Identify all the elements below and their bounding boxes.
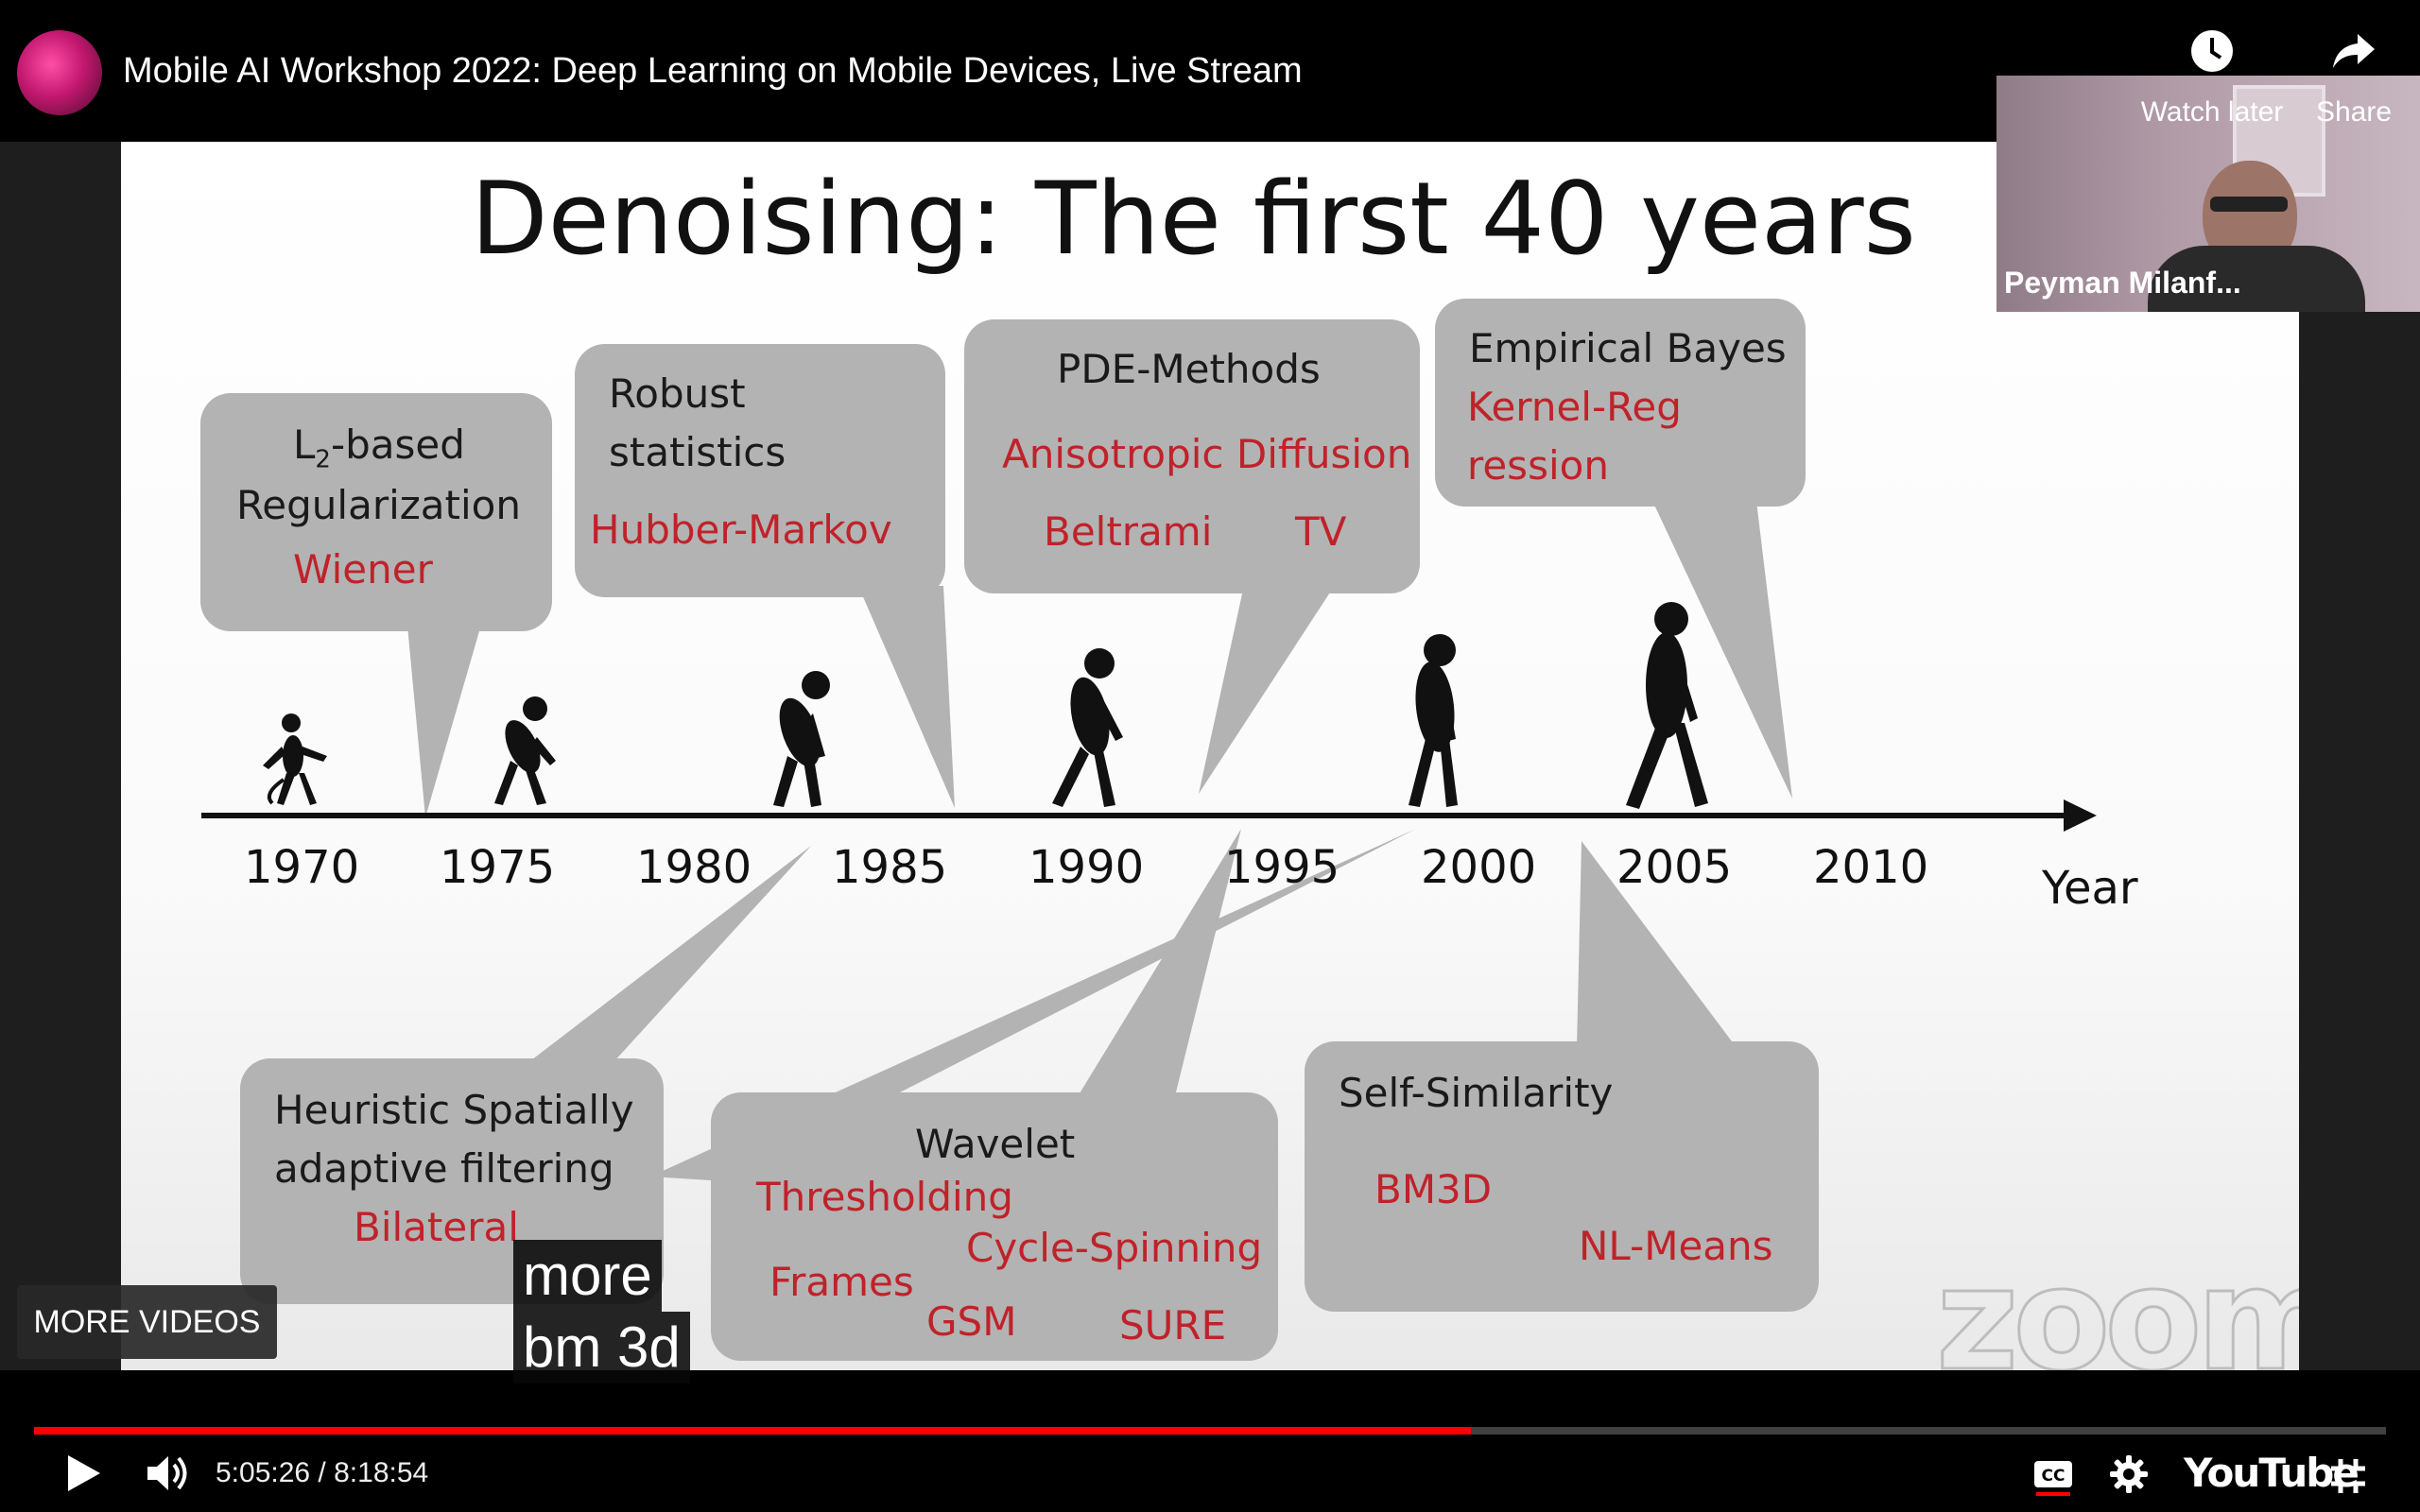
play-icon <box>68 1455 100 1491</box>
ape-silhouette-icon <box>494 696 556 805</box>
method-label: Wiener <box>293 546 433 593</box>
self-similarity-bubble: Self-Similarity BM3D NL-Means <box>1305 1041 1819 1312</box>
bubble-heading: Empirical Bayes <box>1469 325 1787 371</box>
bubble-heading: Regularization <box>236 482 521 528</box>
bubble-heading: Heuristic Spatially <box>274 1087 634 1133</box>
wavelet-bubble-tail <box>1066 829 1241 1115</box>
early-hominid-silhouette-icon <box>773 671 830 807</box>
hominid-silhouette-icon <box>1052 648 1123 807</box>
empirical-bayes-bubble: Empirical Bayes Kernel-Reg ression <box>1435 299 1806 507</box>
watch-later-label: Watch later <box>2140 96 2284 128</box>
human-silhouette-icon <box>1626 602 1708 809</box>
bubble-heading: adaptive filtering <box>274 1145 614 1192</box>
method-label: TV <box>1295 508 1347 555</box>
method-label: Thresholding <box>756 1174 1013 1220</box>
method-label: Anisotropic Diffusion <box>1002 431 1412 477</box>
settings-button[interactable] <box>2108 1453 2150 1500</box>
year-label: 1995 <box>1224 841 1340 894</box>
bubble-heading: Wavelet <box>915 1121 1076 1167</box>
bubble-heading: PDE-Methods <box>1057 346 1321 392</box>
caption-line: bm 3d <box>513 1312 690 1383</box>
robust-statistics-bubble: Robust statistics Hubber-Markov <box>575 344 945 597</box>
time-separator: / <box>310 1457 335 1488</box>
homo-erectus-silhouette-icon <box>1409 634 1458 807</box>
progress-fill <box>34 1427 1472 1435</box>
slide-title: Denoising: The first 40 years <box>471 161 1916 277</box>
speaker-name: Peyman Milanf... <box>2004 266 2241 300</box>
robust-bubble-tail <box>858 586 955 808</box>
evolution-silhouettes <box>263 602 1708 809</box>
year-label: 2000 <box>1421 841 1537 894</box>
method-label: Beltrami <box>1044 508 1213 555</box>
time-display: 5:05:26 / 8:18:54 <box>216 1457 428 1489</box>
wavelet-bubble: Wavelet Thresholding Cycle-Spinning Fram… <box>711 1092 1278 1361</box>
bayes-bubble-tail <box>1652 501 1792 799</box>
play-button[interactable] <box>62 1452 104 1500</box>
year-label: 1980 <box>636 841 752 894</box>
youtube-logo-button[interactable]: YouTube <box>2184 1450 2360 1496</box>
speaker-body <box>2148 246 2365 312</box>
share-arrow-icon <box>2333 34 2375 68</box>
method-label: ression <box>1467 442 1609 489</box>
year-label: 1975 <box>440 841 556 894</box>
year-label: 1990 <box>1028 841 1145 894</box>
heuristic-bubble-tail <box>527 846 811 1063</box>
share-label: Share <box>2315 96 2393 128</box>
captions-button[interactable]: CC <box>2032 1455 2074 1502</box>
pde-methods-bubble: PDE-Methods Anisotropic Diffusion Beltra… <box>964 319 1420 593</box>
speaker-webcam: Peyman Milanf... <box>1996 76 2420 312</box>
current-time: 5:05:26 <box>216 1457 311 1488</box>
share-button[interactable]: Share <box>2307 26 2401 129</box>
method-label: Frames <box>769 1259 914 1305</box>
bubble-heading: Robust <box>609 370 746 417</box>
zoom-watermark: zoom <box>1935 1237 2299 1371</box>
method-label: BM3D <box>1374 1166 1493 1212</box>
duration: 8:18:54 <box>334 1457 429 1488</box>
progress-bar[interactable] <box>34 1427 2386 1435</box>
method-label: GSM <box>926 1298 1017 1345</box>
clock-icon <box>2191 30 2233 72</box>
year-label: 1985 <box>832 841 948 894</box>
exit-fullscreen-button[interactable] <box>2327 1455 2369 1502</box>
year-label: 2010 <box>1813 841 1929 894</box>
caption-line: more <box>513 1240 662 1312</box>
closed-captions-icon: CC <box>2034 1461 2072 1496</box>
axis-label: Year <box>2042 862 2138 915</box>
selfsim-bubble-tail <box>1577 841 1737 1049</box>
pde-bubble-tail <box>1199 576 1340 794</box>
method-label: Cycle-Spinning <box>966 1225 1263 1271</box>
speaker-glasses <box>2210 197 2288 212</box>
video-letterbox-left <box>0 142 121 1370</box>
method-label: NL-Means <box>1579 1223 1773 1269</box>
channel-avatar[interactable] <box>17 30 102 115</box>
more-videos-button[interactable]: MORE VIDEOS <box>17 1285 277 1359</box>
method-label: Bilateral <box>354 1204 519 1250</box>
volume-icon <box>147 1456 187 1490</box>
volume-button[interactable] <box>144 1452 191 1500</box>
slide: Denoising: The first 40 years <box>121 142 2299 1370</box>
watch-later-button[interactable]: Watch later <box>2138 26 2286 129</box>
year-label: 1970 <box>244 841 360 894</box>
gear-icon <box>2110 1455 2148 1493</box>
method-label: Kernel-Reg <box>1467 384 1682 430</box>
video-title[interactable]: Mobile AI Workshop 2022: Deep Learning o… <box>123 51 1303 91</box>
l2-regularization-bubble: L2-based Regularization Wiener <box>200 393 552 631</box>
method-label: SURE <box>1119 1302 1227 1349</box>
video-letterbox-right <box>2299 142 2420 1370</box>
year-label: 2005 <box>1616 841 1733 894</box>
bubble-heading: Self-Similarity <box>1339 1070 1614 1116</box>
monkey-silhouette-icon <box>263 713 327 805</box>
svg-text:CC: CC <box>2042 1467 2066 1486</box>
exit-fullscreen-icon <box>2331 1459 2365 1493</box>
method-label: Hubber-Markov <box>590 507 892 553</box>
l2-bubble-tail <box>405 595 490 817</box>
bubble-heading: statistics <box>609 429 786 475</box>
timeline-arrowhead <box>2064 799 2097 832</box>
bubble-heading: L2-based <box>293 421 465 474</box>
